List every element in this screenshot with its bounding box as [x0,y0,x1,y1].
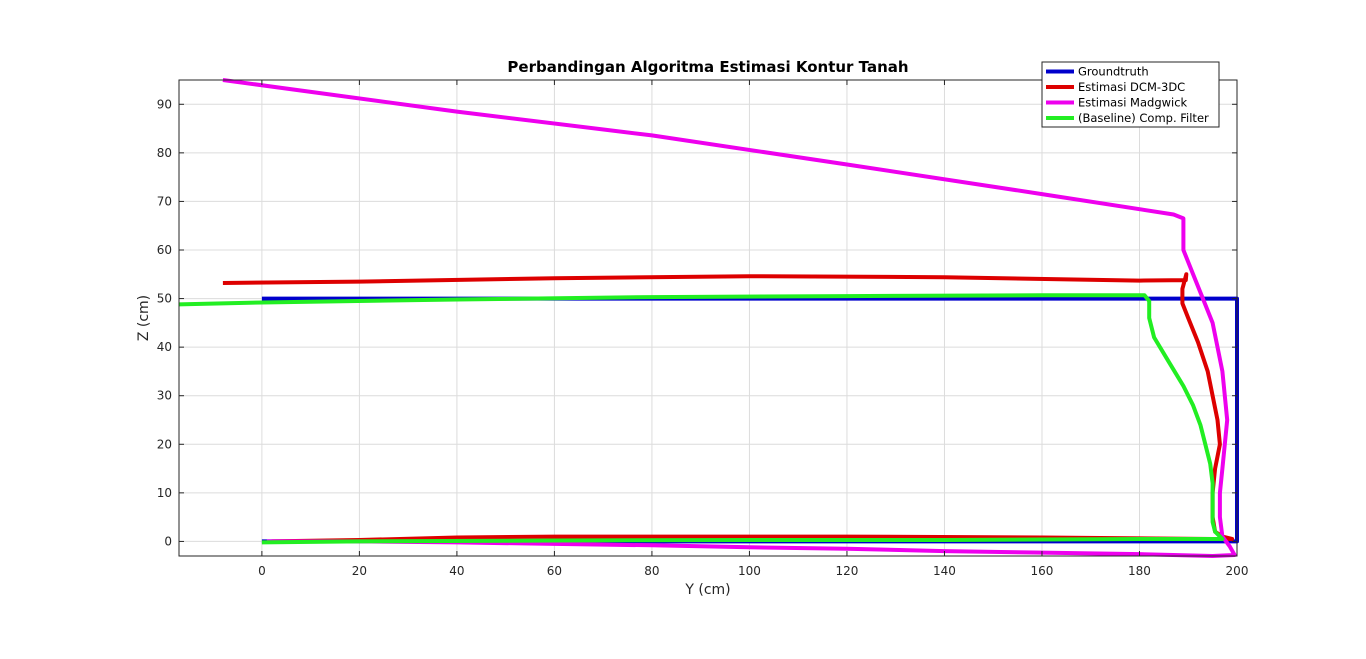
x-tick-label: 160 [1031,564,1054,578]
plot-area [179,80,1237,556]
series-line-2 [222,78,1237,558]
x-tick-label: 140 [933,564,956,578]
x-tick-label: 20 [352,564,367,578]
chart-title: Perbandingan Algoritma Estimasi Kontur T… [507,58,908,76]
y-tick-label: 20 [157,437,172,451]
series-line-3 [178,293,1225,545]
x-tick-label: 60 [547,564,562,578]
x-tick-label: 40 [449,564,464,578]
y-tick-label: 30 [157,389,172,403]
x-axis-label: Y (cm) [684,582,730,598]
x-tick-label: 200 [1226,564,1249,578]
x-tick-label: 120 [836,564,859,578]
y-tick-label: 60 [157,243,172,257]
legend-label-2: Estimasi Madgwick [1078,96,1188,110]
x-tick-label: 0 [258,564,266,578]
y-tick-label: 10 [157,486,172,500]
y-tick-label: 80 [157,146,172,160]
y-tick-label: 50 [157,292,172,306]
legend-label-3: (Baseline) Comp. Filter [1078,111,1209,125]
y-tick-label: 70 [157,194,172,208]
x-tick-label: 80 [644,564,659,578]
y-tick-label: 0 [164,534,172,548]
x-tick-label: 100 [738,564,761,578]
legend-label-1: Estimasi DCM-3DC [1078,80,1185,94]
series-line-1 [222,272,1235,544]
legend-label-0: Groundtruth [1078,65,1149,79]
plot-border [178,79,1238,557]
y-tick-label: 90 [157,97,172,111]
tick-labels: 0 20 40 60 80 100 120 140 160 180 200 0 10 20 30 40 50 60… [157,80,1249,578]
y-tick-label: 40 [157,340,172,354]
y-axis-label: Z (cm) [136,295,152,341]
x-tick-label: 180 [1128,564,1151,578]
